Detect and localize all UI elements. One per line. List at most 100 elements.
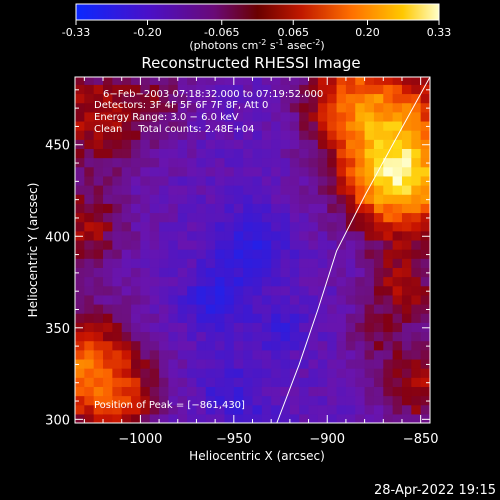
- heatmap-cell: [140, 157, 151, 168]
- heatmap-cell: [93, 285, 104, 296]
- heatmap-cell: [336, 386, 347, 397]
- heatmap-cell: [149, 377, 160, 387]
- heatmap-cell: [327, 304, 338, 314]
- heatmap-cell: [205, 84, 216, 95]
- heatmap-cell: [271, 340, 282, 351]
- heatmap-cell: [243, 102, 254, 113]
- heatmap-cell: [243, 77, 254, 85]
- heatmap-cell: [252, 285, 263, 296]
- heatmap-cell: [345, 340, 356, 351]
- heatmap-cell: [401, 267, 412, 278]
- heatmap-cell: [84, 404, 95, 415]
- heatmap-cell: [205, 386, 216, 397]
- x-tick-label: −900: [309, 432, 345, 447]
- heatmap-cell: [261, 294, 272, 305]
- heatmap-cell: [243, 276, 254, 287]
- heatmap-cell: [355, 413, 366, 423]
- heatmap-cell: [233, 249, 244, 259]
- heatmap-cell: [196, 185, 207, 195]
- heatmap-cell: [168, 276, 179, 287]
- heatmap-cell: [392, 120, 403, 131]
- heatmap-cell: [401, 340, 412, 351]
- heatmap-cell: [280, 377, 291, 387]
- heatmap-cell: [261, 130, 272, 140]
- heatmap-cell: [103, 386, 113, 397]
- heatmap-cell: [103, 377, 113, 387]
- heatmap-cell: [84, 377, 95, 387]
- heatmap-cell: [75, 322, 85, 333]
- heatmap-cell: [93, 377, 104, 387]
- heatmap-cell: [289, 377, 300, 387]
- heatmap-cell: [401, 120, 412, 131]
- heatmap-cell: [299, 111, 310, 122]
- heatmap-cell: [233, 267, 244, 278]
- heatmap-cell: [289, 166, 300, 177]
- heatmap-cell: [280, 120, 291, 131]
- heatmap-cell: [299, 358, 310, 369]
- heatmap-cell: [215, 130, 226, 140]
- heatmap-cell: [373, 258, 384, 268]
- heatmap-cell: [224, 276, 235, 287]
- heatmap-cell: [205, 322, 216, 333]
- heatmap-cell: [327, 249, 338, 259]
- heatmap-cell: [289, 194, 300, 204]
- heatmap-cell: [196, 203, 207, 214]
- heatmap-cell: [383, 221, 394, 232]
- heatmap-cell: [252, 120, 263, 131]
- heatmap-cell: [75, 230, 85, 241]
- heatmap-cell: [317, 395, 328, 406]
- heatmap-cell: [196, 166, 207, 177]
- heatmap-cell: [215, 285, 226, 296]
- heatmap-cell: [131, 203, 141, 214]
- heatmap-cell: [327, 377, 338, 387]
- heatmap-cell: [215, 157, 226, 168]
- heatmap-cell: [149, 175, 160, 186]
- heatmap-cell: [187, 386, 198, 397]
- heatmap-cell: [383, 377, 394, 387]
- heatmap-cell: [168, 139, 179, 149]
- heatmap-cell: [205, 185, 216, 195]
- heatmap-cell: [215, 120, 226, 131]
- heatmap-cell: [131, 148, 141, 159]
- heatmap-cell: [392, 294, 403, 305]
- heatmap-cell: [215, 194, 226, 204]
- heatmap-cell: [187, 276, 198, 287]
- heatmap-cell: [383, 93, 394, 104]
- heatmap-cell: [93, 368, 104, 378]
- heatmap-cell: [373, 148, 384, 159]
- heatmap-cell: [224, 267, 235, 278]
- heatmap-cell: [103, 340, 113, 351]
- heatmap-cell: [149, 111, 160, 122]
- heatmap-cell: [187, 203, 198, 214]
- heatmap-cell: [271, 377, 282, 387]
- heatmap-cell: [392, 285, 403, 296]
- heatmap-cell: [401, 413, 412, 423]
- heatmap-cell: [84, 285, 95, 296]
- heatmap-cell: [401, 386, 412, 397]
- heatmap-cell: [280, 349, 291, 360]
- heatmap-cell: [327, 84, 338, 95]
- heatmap-cell: [355, 194, 366, 204]
- heatmap-cell: [224, 194, 235, 204]
- heatmap-cell: [383, 368, 394, 378]
- heatmap-cell: [401, 139, 412, 149]
- heatmap-cell: [299, 258, 310, 268]
- heatmap-cell: [121, 102, 132, 113]
- heatmap-cell: [420, 368, 430, 378]
- heatmap-cell: [271, 386, 282, 397]
- heatmap-cell: [103, 148, 113, 159]
- heatmap-cell: [177, 276, 188, 287]
- heatmap-cell: [159, 304, 170, 314]
- heatmap-cell: [205, 294, 216, 305]
- heatmap-cell: [205, 111, 216, 122]
- heatmap-cell: [252, 404, 263, 415]
- heatmap-cell: [420, 313, 430, 323]
- heatmap-cell: [289, 139, 300, 149]
- heatmap-cell: [327, 276, 338, 287]
- heatmap-cell: [327, 322, 338, 333]
- heatmap-cell: [261, 331, 272, 342]
- heatmap-cell: [243, 386, 254, 397]
- heatmap-cell: [336, 340, 347, 351]
- heatmap-cell: [317, 130, 328, 140]
- heatmap-cell: [205, 395, 216, 406]
